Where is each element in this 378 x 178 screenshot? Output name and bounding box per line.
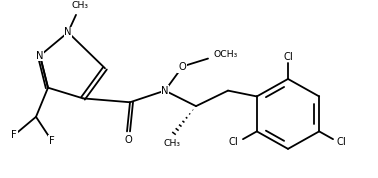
Text: N: N [161,86,169,96]
Text: N: N [64,27,72,37]
Text: OCH₃: OCH₃ [213,50,237,59]
Text: Cl: Cl [283,52,293,62]
Text: Cl: Cl [228,137,238,147]
Text: Cl: Cl [336,137,346,147]
Text: F: F [11,130,17,140]
Text: F: F [49,136,55,146]
Text: O: O [178,62,186,72]
Text: O: O [124,135,132,145]
Text: CH₃: CH₃ [71,1,88,10]
Text: CH₃: CH₃ [164,138,181,148]
Text: N: N [36,51,44,61]
